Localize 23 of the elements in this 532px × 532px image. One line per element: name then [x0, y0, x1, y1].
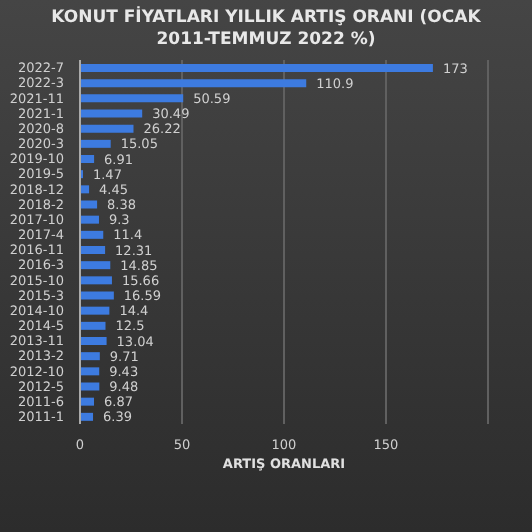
bar [80, 412, 94, 421]
bar [80, 306, 110, 315]
bar [80, 276, 112, 285]
bar [80, 200, 98, 209]
bar [80, 246, 106, 254]
bar [80, 109, 143, 118]
bar [80, 139, 111, 148]
bar [80, 382, 100, 391]
bar [80, 291, 114, 300]
bar [80, 215, 99, 224]
bar [80, 367, 100, 376]
bar [80, 124, 134, 133]
bar [80, 230, 104, 239]
bar [80, 64, 433, 72]
bar [80, 337, 107, 345]
bar [80, 79, 307, 88]
bar [80, 261, 111, 270]
bar [80, 155, 95, 163]
bar [80, 397, 95, 406]
bar [80, 352, 100, 361]
bar [80, 321, 106, 330]
chart-title: KONUT FİYATLARI YILLIK ARTIŞ ORANI (OCAK 2011-TEMMUZ 2022 %) [49, 4, 483, 52]
bar [80, 94, 184, 103]
